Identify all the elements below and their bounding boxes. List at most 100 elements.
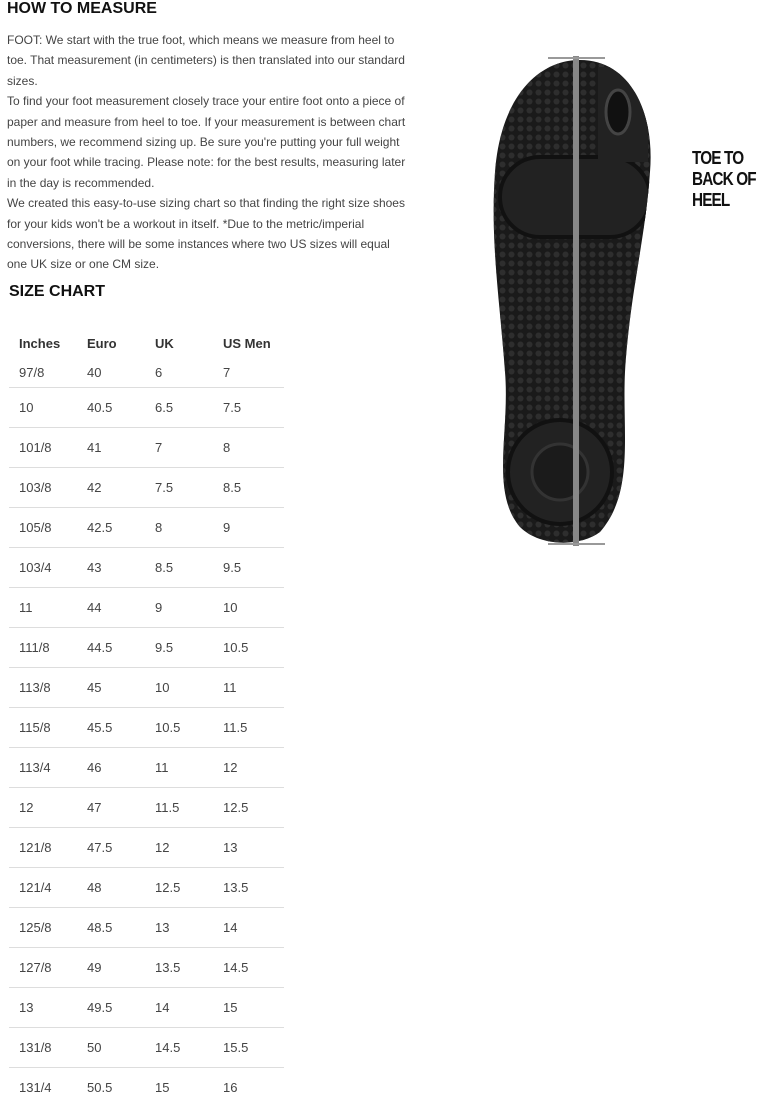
table-cell: 7 <box>213 363 284 388</box>
table-cell: 7 <box>145 428 213 468</box>
table-cell: 16 <box>213 1068 284 1107</box>
table-cell: 6 <box>145 363 213 388</box>
table-cell: 12 <box>213 748 284 788</box>
table-cell: 14 <box>145 988 213 1028</box>
table-cell: 13 <box>9 988 77 1028</box>
table-cell: 7.5 <box>145 468 213 508</box>
paragraph: FOOT: We start with the true foot, which… <box>7 30 407 91</box>
table-cell: 10 <box>9 388 77 428</box>
table-cell: 45 <box>77 668 145 708</box>
table-cell: 8.5 <box>145 548 213 588</box>
table-cell: 44.5 <box>77 628 145 668</box>
table-cell: 15 <box>213 988 284 1028</box>
table-cell: 11.5 <box>213 708 284 748</box>
paragraph: We created this easy-to-use sizing chart… <box>7 193 407 275</box>
table-cell: 48.5 <box>77 908 145 948</box>
table-cell: 12 <box>9 788 77 828</box>
table-cell: 9.5 <box>145 628 213 668</box>
table-cell: 103/4 <box>9 548 77 588</box>
table-cell: 42 <box>77 468 145 508</box>
table-cell: 103/8 <box>9 468 77 508</box>
table-cell: 50.5 <box>77 1068 145 1107</box>
table-cell: 13.5 <box>213 868 284 908</box>
table-cell: 12.5 <box>145 868 213 908</box>
table-cell: 9 <box>145 588 213 628</box>
table-cell: 11.5 <box>145 788 213 828</box>
how-to-measure-title: HOW TO MEASURE <box>7 0 157 18</box>
label-line: HEEL <box>692 190 756 211</box>
table-cell: 40.5 <box>77 388 145 428</box>
table-cell: 6.5 <box>145 388 213 428</box>
table-cell: 113/4 <box>9 748 77 788</box>
table-cell: 11 <box>9 588 77 628</box>
table-cell: 44 <box>77 588 145 628</box>
table-cell: 12.5 <box>213 788 284 828</box>
table-cell: 14.5 <box>213 948 284 988</box>
measure-instructions: FOOT: We start with the true foot, which… <box>7 30 407 275</box>
table-cell: 7.5 <box>213 388 284 428</box>
shoe-sole-image <box>480 52 680 552</box>
table-cell: 115/8 <box>9 708 77 748</box>
paragraph: To find your foot measurement closely tr… <box>7 91 407 193</box>
table-cell: 41 <box>77 428 145 468</box>
table-cell: 131/8 <box>9 1028 77 1068</box>
table-cell: 11 <box>145 748 213 788</box>
table-cell: 9.5 <box>213 548 284 588</box>
table-cell: 15.5 <box>213 1028 284 1068</box>
table-cell: 113/8 <box>9 668 77 708</box>
table-cell: 10.5 <box>145 708 213 748</box>
table-cell: 127/8 <box>9 948 77 988</box>
table-cell: 10 <box>213 588 284 628</box>
table-cell: 8 <box>213 428 284 468</box>
table-cell: 47.5 <box>77 828 145 868</box>
table-cell: 9 <box>213 508 284 548</box>
header-inches: Inches <box>9 323 77 363</box>
table-cell: 48 <box>77 868 145 908</box>
table-cell: 47 <box>77 788 145 828</box>
toe-to-heel-label: TOE TO BACK OF HEEL <box>692 148 756 211</box>
header-uk: UK <box>145 323 213 363</box>
table-cell: 46 <box>77 748 145 788</box>
table-cell: 131/4 <box>9 1068 77 1107</box>
table-cell: 105/8 <box>9 508 77 548</box>
table-cell: 49.5 <box>77 988 145 1028</box>
table-cell: 45.5 <box>77 708 145 748</box>
table-cell: 101/8 <box>9 428 77 468</box>
table-cell: 13 <box>145 908 213 948</box>
table-cell: 11 <box>213 668 284 708</box>
table-cell: 125/8 <box>9 908 77 948</box>
table-cell: 10 <box>145 668 213 708</box>
table-cell: 43 <box>77 548 145 588</box>
table-cell: 49 <box>77 948 145 988</box>
table-cell: 50 <box>77 1028 145 1068</box>
header-row: Inches Euro UK US Men <box>9 323 284 363</box>
table-cell: 14 <box>213 908 284 948</box>
table-cell: 10.5 <box>213 628 284 668</box>
table-cell: 13 <box>213 828 284 868</box>
table-cell: 97/8 <box>9 363 77 388</box>
label-line: BACK OF <box>692 169 756 190</box>
label-line: TOE TO <box>692 148 756 169</box>
table-cell: 8 <box>145 508 213 548</box>
header-us-men: US Men <box>213 323 284 363</box>
table-cell: 13.5 <box>145 948 213 988</box>
measure-line <box>573 56 579 546</box>
table-cell: 42.5 <box>77 508 145 548</box>
